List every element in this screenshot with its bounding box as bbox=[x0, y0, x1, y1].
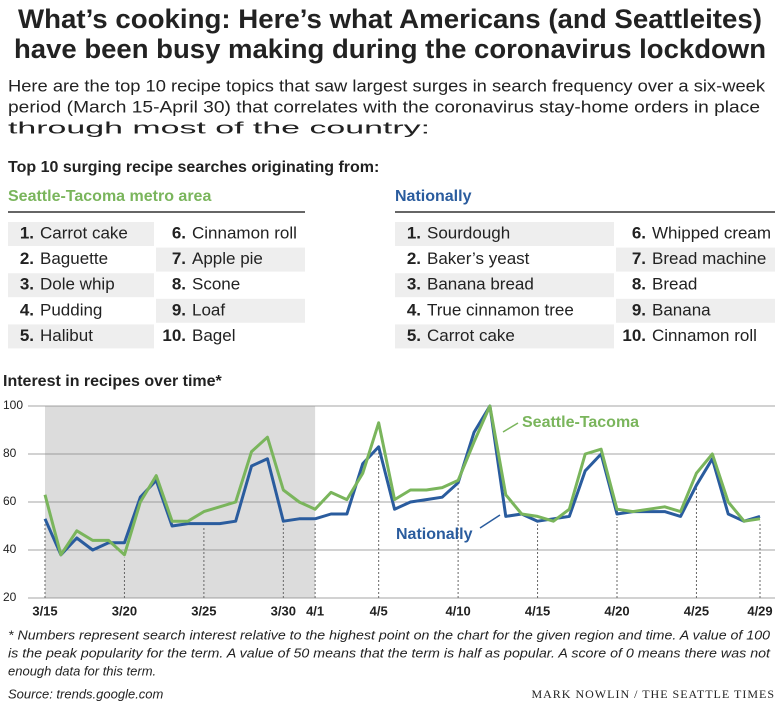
row-shade bbox=[156, 298, 305, 323]
lists-heading: Top 10 surging recipe searches originati… bbox=[8, 159, 379, 176]
label-pointer bbox=[479, 514, 501, 529]
recipe: Baguette bbox=[40, 249, 108, 268]
row-shade bbox=[395, 222, 614, 246]
recipe: Carrot cake bbox=[427, 326, 515, 345]
row-shade bbox=[8, 222, 154, 246]
rank: 6. bbox=[632, 223, 646, 242]
rank: 1. bbox=[407, 223, 421, 242]
x-tick-label: 4/29 bbox=[747, 603, 772, 618]
row-shade bbox=[616, 247, 775, 272]
recipe: Banana bbox=[652, 300, 711, 319]
recipe: Halibut bbox=[40, 326, 93, 345]
recipe: Whipped cream bbox=[652, 223, 771, 242]
series-line bbox=[43, 404, 761, 557]
recipe: Bread machine bbox=[652, 249, 766, 268]
title: have been busy making during the coronav… bbox=[14, 34, 766, 64]
footnote: is the peak popularity for the term. A v… bbox=[8, 645, 772, 660]
y-tick-label: 40 bbox=[3, 542, 17, 556]
x-tick-label: 4/10 bbox=[445, 603, 470, 618]
x-tick-label: 4/25 bbox=[684, 603, 709, 618]
rank: 10. bbox=[162, 326, 186, 345]
y-tick-label: 60 bbox=[3, 494, 17, 508]
x-tick-label: 4/1 bbox=[306, 603, 324, 618]
title: What’s cooking: Here’s what Americans (a… bbox=[18, 4, 762, 34]
row-shade bbox=[8, 324, 154, 349]
recipe: Loaf bbox=[192, 300, 225, 319]
x-tick-label: 4/15 bbox=[525, 603, 550, 618]
series-label: Nationally bbox=[396, 526, 473, 543]
rank: 7. bbox=[632, 249, 646, 268]
y-tick-label: 80 bbox=[3, 446, 17, 460]
footnote: enough data for this term. bbox=[8, 663, 156, 678]
row-shade bbox=[156, 247, 305, 272]
list-title: Nationally bbox=[395, 188, 472, 205]
recipe: Cinnamon roll bbox=[192, 223, 297, 242]
x-tick-label: 4/20 bbox=[604, 603, 629, 618]
rank: 6. bbox=[172, 223, 186, 242]
x-tick-label: 3/15 bbox=[32, 603, 57, 618]
chart-title: Interest in recipes over time* bbox=[3, 373, 223, 390]
recipe: Baker’s yeast bbox=[427, 249, 530, 268]
recipe: Sourdough bbox=[427, 223, 510, 242]
row-shade bbox=[616, 298, 775, 323]
row-shade bbox=[8, 273, 154, 298]
rank: 3. bbox=[20, 275, 34, 294]
rank: 5. bbox=[20, 326, 34, 345]
recipe: Banana bread bbox=[427, 275, 534, 294]
y-tick-label: 100 bbox=[3, 398, 23, 412]
rank: 3. bbox=[407, 275, 421, 294]
recipe: Pudding bbox=[40, 300, 102, 319]
rank: 8. bbox=[632, 275, 646, 294]
rank: 10. bbox=[622, 326, 646, 345]
rank: 2. bbox=[407, 249, 421, 268]
x-tick-label: 3/25 bbox=[191, 603, 216, 618]
rank: 4. bbox=[20, 300, 34, 319]
x-tick-label: 4/5 bbox=[370, 603, 388, 618]
recipe: Dole whip bbox=[40, 275, 115, 294]
row-shade bbox=[395, 273, 614, 298]
rank: 5. bbox=[407, 326, 421, 345]
y-tick-label: 20 bbox=[3, 590, 17, 604]
label-pointer bbox=[502, 422, 519, 433]
credit: MARK NOWLIN / THE SEATTLE TIMES bbox=[531, 687, 775, 701]
rank: 9. bbox=[632, 300, 646, 319]
series-label: Seattle-Tacoma bbox=[522, 414, 639, 431]
intro: through most of the country: bbox=[8, 118, 430, 137]
recipe: Carrot cake bbox=[40, 223, 128, 242]
rank: 8. bbox=[172, 275, 186, 294]
intro: Here are the top 10 recipe topics that s… bbox=[8, 76, 766, 95]
footnote: * Numbers represent search interest rela… bbox=[8, 627, 771, 642]
rank: 7. bbox=[172, 249, 186, 268]
rank: 9. bbox=[172, 300, 186, 319]
list-title: Seattle-Tacoma metro area bbox=[8, 188, 211, 205]
recipe: Scone bbox=[192, 275, 240, 294]
rank: 1. bbox=[20, 223, 34, 242]
recipe: Cinnamon roll bbox=[652, 326, 757, 345]
row-shade bbox=[395, 324, 614, 349]
intro: period (March 15-April 30) that correlat… bbox=[8, 97, 760, 116]
rank: 4. bbox=[407, 300, 421, 319]
rank: 2. bbox=[20, 249, 34, 268]
recipe: Apple pie bbox=[192, 249, 263, 268]
x-tick-label: 3/30 bbox=[271, 603, 296, 618]
recipe: True cinnamon tree bbox=[427, 300, 574, 319]
source: Source: trends.google.com bbox=[8, 686, 164, 701]
recipe: Bread bbox=[652, 275, 697, 294]
recipe: Bagel bbox=[192, 326, 235, 345]
x-tick-label: 3/20 bbox=[112, 603, 137, 618]
